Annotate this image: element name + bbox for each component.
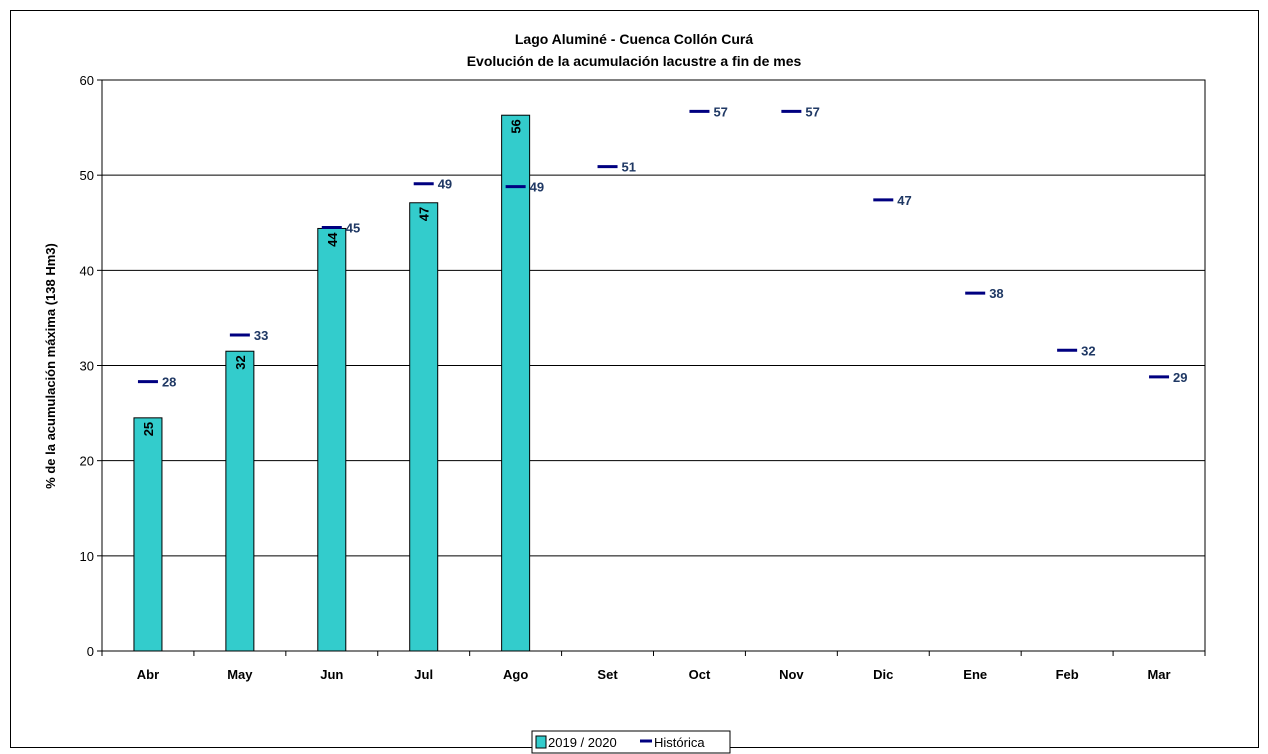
bar-data-label: 56 [509,119,524,133]
chart-title: Lago Aluminé - Cuenca Collón Curá [515,31,753,47]
historic-data-label: 33 [254,328,268,343]
historic-data-label: 45 [346,221,360,236]
x-tick-label: May [227,667,253,682]
chart-subtitle: Evolución de la acumulación lacustre a f… [467,53,802,69]
x-tick-label: Ene [963,667,987,682]
historic-data-label: 38 [989,286,1003,301]
bar-data-label: 44 [325,232,340,247]
bar [317,227,347,652]
historic-data-label: 49 [438,177,452,192]
historic-data-label: 28 [162,375,176,390]
historic-data-label: 47 [897,193,911,208]
historic-data-label: 57 [713,104,727,119]
legend-label-bar: 2019 / 2020 [548,735,617,750]
historic-data-label: 49 [530,180,544,195]
x-tick-label: Feb [1056,667,1079,682]
gridlines [102,174,1205,557]
y-axis-label: % de la acumulación máxima (138 Hm3) [43,243,58,489]
historic-data-label: 29 [1173,370,1187,385]
y-tick-label: 40 [80,263,94,278]
x-tick-label: Dic [873,667,893,682]
bar [133,417,163,652]
y-tick-label: 10 [80,549,94,564]
y-tick-label: 0 [87,644,94,659]
legend-swatch-bar [535,735,547,749]
bar-data-label: 47 [417,207,432,221]
historic-data-label: 57 [805,104,819,119]
historic-series: 28 33 45 49 49 51 57 57 47 38 32 29 [137,104,1188,390]
bar [409,202,439,652]
x-tick-label: Jun [320,667,343,682]
bar-series: 25 32 44 47 56 [133,114,531,652]
legend-box [531,730,731,754]
y-tick-label: 20 [80,454,94,469]
bar [225,350,255,652]
y-tick-label: 60 [80,73,94,88]
legend: 2019 / 2020 Histórica [531,730,731,754]
y-tick-label: 30 [80,359,94,374]
legend-label-hist: Histórica [654,735,705,750]
x-tick-label: Jul [414,667,433,682]
historic-data-label: 51 [622,160,636,175]
bar [501,114,531,652]
x-tick-label: Oct [689,667,711,682]
x-tick-label: Nov [779,667,804,682]
bar-data-label: 32 [233,355,248,369]
historic-data-label: 32 [1081,343,1095,358]
bar-data-label: 25 [141,422,156,436]
axes: 0 10 20 30 40 50 60 Abr May Jun Jul Ago Set Oct Nov Dic… [80,73,1206,682]
chart-frame [10,10,1259,748]
x-tick-label: Abr [137,667,159,682]
y-tick-label: 50 [80,168,94,183]
x-tick-label: Set [597,667,618,682]
x-tick-label: Mar [1147,667,1170,682]
x-tick-label: Ago [503,667,528,682]
